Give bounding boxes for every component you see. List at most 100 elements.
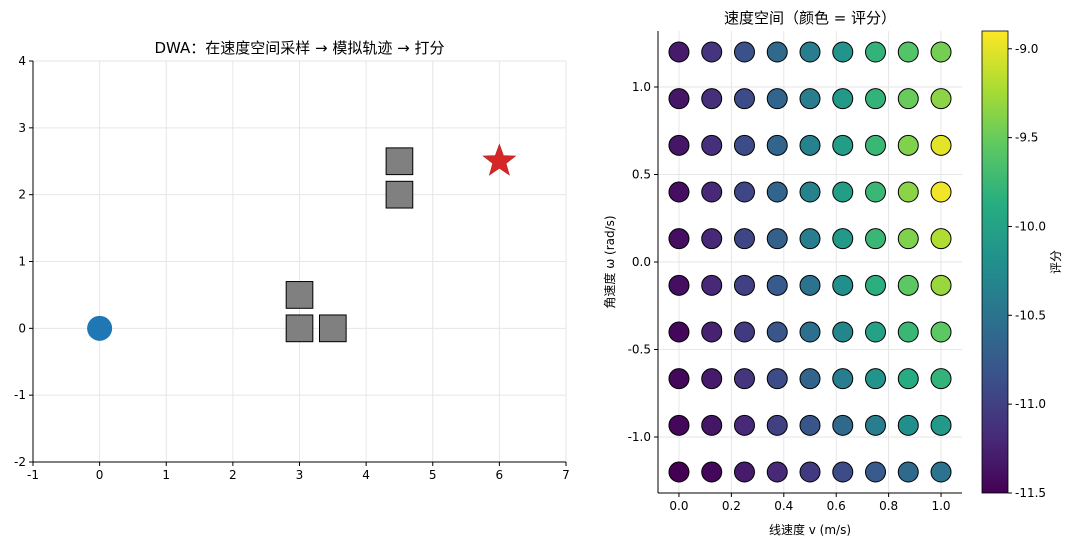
- velocity-sample-point: v=1, ω=0.6667, score=-9: [930, 134, 952, 156]
- velocity-sample-point: v=0.875, ω=0.1333, score=-9.4: [897, 228, 919, 250]
- velocity-points: v=0, ω=1.2, score=-11.3 v=0.125, ω=1.2, s…: [668, 41, 952, 483]
- velocity-sample-point: v=0.25, ω=-1.2, score=-11.3: [733, 461, 755, 483]
- velocity-sample-point: v=0.5, ω=1.2, score=-10.4: [799, 41, 821, 63]
- world-y-tick-label: -1: [14, 388, 26, 402]
- world-x-tick-label: 1: [162, 468, 170, 482]
- velocity-x-ticks: 0.0 0.2 0.4 0.6 0.8 1.0: [669, 493, 951, 513]
- velocity-sample-point: v=0.5, ω=0.9333, score=-10.4: [799, 88, 821, 110]
- velocity-sample-point: v=0.375, ω=-0.9333, score=-11: [766, 414, 788, 436]
- world-x-tick-label: 4: [362, 468, 370, 482]
- velocity-sample-point: v=0.25, ω=-0.6667, score=-11.1: [733, 368, 755, 390]
- velocity-sample-point: v=0.625, ω=0.6667, score=-10.05: [832, 134, 854, 156]
- velocity-sample-point: v=0.875, ω=-0.1333, score=-9.55: [897, 274, 919, 296]
- velocity-sample-point: v=0.5, ω=-0.9333, score=-10.8: [799, 414, 821, 436]
- velocity-sample-point: v=0.625, ω=0.9333, score=-10.1: [832, 88, 854, 110]
- velocity-sample-point: v=0, ω=-0.4, score=-11.45: [668, 321, 690, 343]
- velocity-sample-point: v=0.875, ω=1.2, score=-9.6: [897, 41, 919, 63]
- velocity-sample-point: v=0.75, ω=0.4, score=-9.75: [865, 181, 887, 203]
- velocity-sample-point: v=0.75, ω=-0.6667, score=-10.15: [865, 368, 887, 390]
- velocity-y-tick-label: 0.0: [632, 255, 651, 269]
- velocity-sample-point: v=1, ω=1.2, score=-9.45: [930, 41, 952, 63]
- world-y-ticks: -2 -1 0 1 2 3 4: [14, 54, 33, 469]
- obstacle-square: [385, 180, 414, 209]
- velocity-sample-point: v=0.25, ω=0.6667, score=-10.9: [733, 134, 755, 156]
- colorbar-ticks: -9.0 -9.5 -10.0 -10.5 -11.0 -11.5: [1008, 42, 1046, 500]
- obstacle-square: [318, 314, 347, 343]
- world-y-tick-label: 1: [18, 255, 26, 269]
- velocity-x-label: 线速度 v (m/s): [769, 522, 851, 537]
- velocity-sample-point: v=1, ω=0.4, score=-8.95: [930, 181, 952, 203]
- velocity-y-ticks: -1.0 -0.5 0.0 0.5 1.0: [628, 80, 658, 444]
- velocity-sample-point: v=0.375, ω=-1.2, score=-11.2: [766, 461, 788, 483]
- velocity-y-tick-label: 0.5: [632, 168, 651, 182]
- velocity-x-tick-label: 0.6: [827, 499, 846, 513]
- velocity-sample-point: v=0.375, ω=-0.1333, score=-10.75: [766, 274, 788, 296]
- velocity-sample-point: v=0.75, ω=-0.1333, score=-9.85: [865, 274, 887, 296]
- velocity-sample-point: v=0.25, ω=0.9333, score=-10.9: [733, 88, 755, 110]
- velocity-sample-point: v=0.875, ω=-1.2, score=-10.6: [897, 461, 919, 483]
- velocity-sample-point: v=0.875, ω=-0.4, score=-9.75: [897, 321, 919, 343]
- world-x-tick-label: 0: [96, 468, 104, 482]
- velocity-x-tick-label: 1.0: [931, 499, 950, 513]
- velocity-sample-point: v=0.5, ω=-1.2, score=-11.05: [799, 461, 821, 483]
- velocity-sample-point: v=0.875, ω=-0.9333, score=-10.2: [897, 414, 919, 436]
- velocity-sample-point: v=1, ω=-1.2, score=-10.5: [930, 461, 952, 483]
- velocity-sample-point: v=0.625, ω=-0.9333, score=-10.6: [832, 414, 854, 436]
- world-x-ticks: -1 0 1 2 3 4 5 6 7: [27, 462, 570, 482]
- velocity-sample-point: v=0.75, ω=1.2, score=-9.8: [865, 41, 887, 63]
- velocity-sample-point: v=0.25, ω=-0.9333, score=-11.2: [733, 414, 755, 436]
- velocity-sample-point: v=0.125, ω=1.2, score=-11.1: [701, 41, 723, 63]
- velocity-sample-point: v=0.375, ω=0.4, score=-10.65: [766, 181, 788, 203]
- obstacle-square: [385, 147, 414, 176]
- velocity-sample-point: v=0, ω=-1.2, score=-11.5: [668, 461, 690, 483]
- velocity-sample-point: v=0.125, ω=0.4, score=-11.2: [701, 181, 723, 203]
- obstacle-square: [285, 314, 314, 343]
- world-x-tick-label: 5: [429, 468, 437, 482]
- velocity-sample-point: v=0.125, ω=-0.4, score=-11.25: [701, 321, 723, 343]
- velocity-sample-point: v=0, ω=-0.1333, score=-11.4: [668, 274, 690, 296]
- colorbar-tick-label: -11.0: [1015, 397, 1046, 411]
- colorbar-label: 评分: [1049, 250, 1063, 274]
- velocity-sample-point: v=0.625, ω=1.2, score=-10.15: [832, 41, 854, 63]
- velocity-sample-point: v=0.125, ω=0.6667, score=-11.15: [701, 134, 723, 156]
- velocity-sample-point: v=1, ω=0.9333, score=-9.35: [930, 88, 952, 110]
- velocity-sample-point: v=0.5, ω=-0.6667, score=-10.65: [799, 368, 821, 390]
- colorbar-tick-label: -10.5: [1015, 308, 1046, 322]
- colorbar-tick-label: -10.0: [1015, 219, 1046, 233]
- velocity-y-tick-label: -1.0: [628, 430, 651, 444]
- velocity-sample-point: v=0.125, ω=-0.6667, score=-11.3: [701, 368, 723, 390]
- colorbar-tick-label: -9.0: [1015, 42, 1038, 56]
- velocity-sample-point: v=0.625, ω=0.4, score=-10.05: [832, 181, 854, 203]
- velocity-sample-point: v=0.5, ω=-0.1333, score=-10.5: [799, 274, 821, 296]
- colorbar-tick-label: -9.5: [1015, 131, 1038, 145]
- velocity-sample-point: v=0.25, ω=-0.1333, score=-11: [733, 274, 755, 296]
- velocity-sample-point: v=0, ω=-0.9333, score=-11.45: [668, 414, 690, 436]
- velocity-sample-point: v=0.125, ω=-1.2, score=-11.45: [701, 461, 723, 483]
- velocity-sample-point: v=0.125, ω=-0.1333, score=-11.2: [701, 274, 723, 296]
- velocity-sample-point: v=0.25, ω=0.4, score=-10.95: [733, 181, 755, 203]
- velocity-sample-point: v=0.875, ω=0.9333, score=-9.5: [897, 88, 919, 110]
- velocity-sample-point: v=0.875, ω=0.6667, score=-9.4: [897, 134, 919, 156]
- world-grid: [32, 60, 567, 463]
- world-x-tick-label: 3: [296, 468, 304, 482]
- velocity-sample-point: v=0.125, ω=-0.9333, score=-11.35: [701, 414, 723, 436]
- velocity-sample-point: v=0.375, ω=0.1333, score=-10.7: [766, 228, 788, 250]
- velocity-chart-title: 速度空间（颜色 = 评分）: [724, 9, 896, 27]
- velocity-sample-point: v=0.375, ω=0.9333, score=-10.65: [766, 88, 788, 110]
- velocity-sample-point: v=0.875, ω=-0.6667, score=-9.9: [897, 368, 919, 390]
- velocity-sample-point: v=0.5, ω=0.4, score=-10.35: [799, 181, 821, 203]
- world-x-tick-label: -1: [27, 468, 39, 482]
- velocity-sample-point: v=1, ω=-0.6667, score=-9.8: [930, 368, 952, 390]
- velocity-sample-point: v=0, ω=1.2, score=-11.3: [668, 41, 690, 63]
- velocity-y-label: 角速度 ω (rad/s): [602, 215, 617, 308]
- velocity-sample-point: v=0.5, ω=-0.4, score=-10.55: [799, 321, 821, 343]
- velocity-sample-point: v=0.625, ω=-0.6667, score=-10.4: [832, 368, 854, 390]
- velocity-sample-point: v=0.625, ω=-0.1333, score=-10.2: [832, 274, 854, 296]
- velocity-x-tick-label: 0.2: [722, 499, 741, 513]
- world-chart-title: DWA：在速度空间采样 → 模拟轨迹 → 打分: [154, 39, 444, 57]
- dwa-world-chart: DWA：在速度空间采样 → 模拟轨迹 → 打分 -1 0 1 2 3 4 5 6 7 -2-10…: [14, 39, 570, 482]
- velocity-sample-point: v=0.125, ω=0.1333, score=-11.2: [701, 228, 723, 250]
- velocity-sample-point: v=0.375, ω=-0.6667, score=-10.9: [766, 368, 788, 390]
- velocity-sample-point: v=1, ω=0.1333, score=-9.2: [930, 228, 952, 250]
